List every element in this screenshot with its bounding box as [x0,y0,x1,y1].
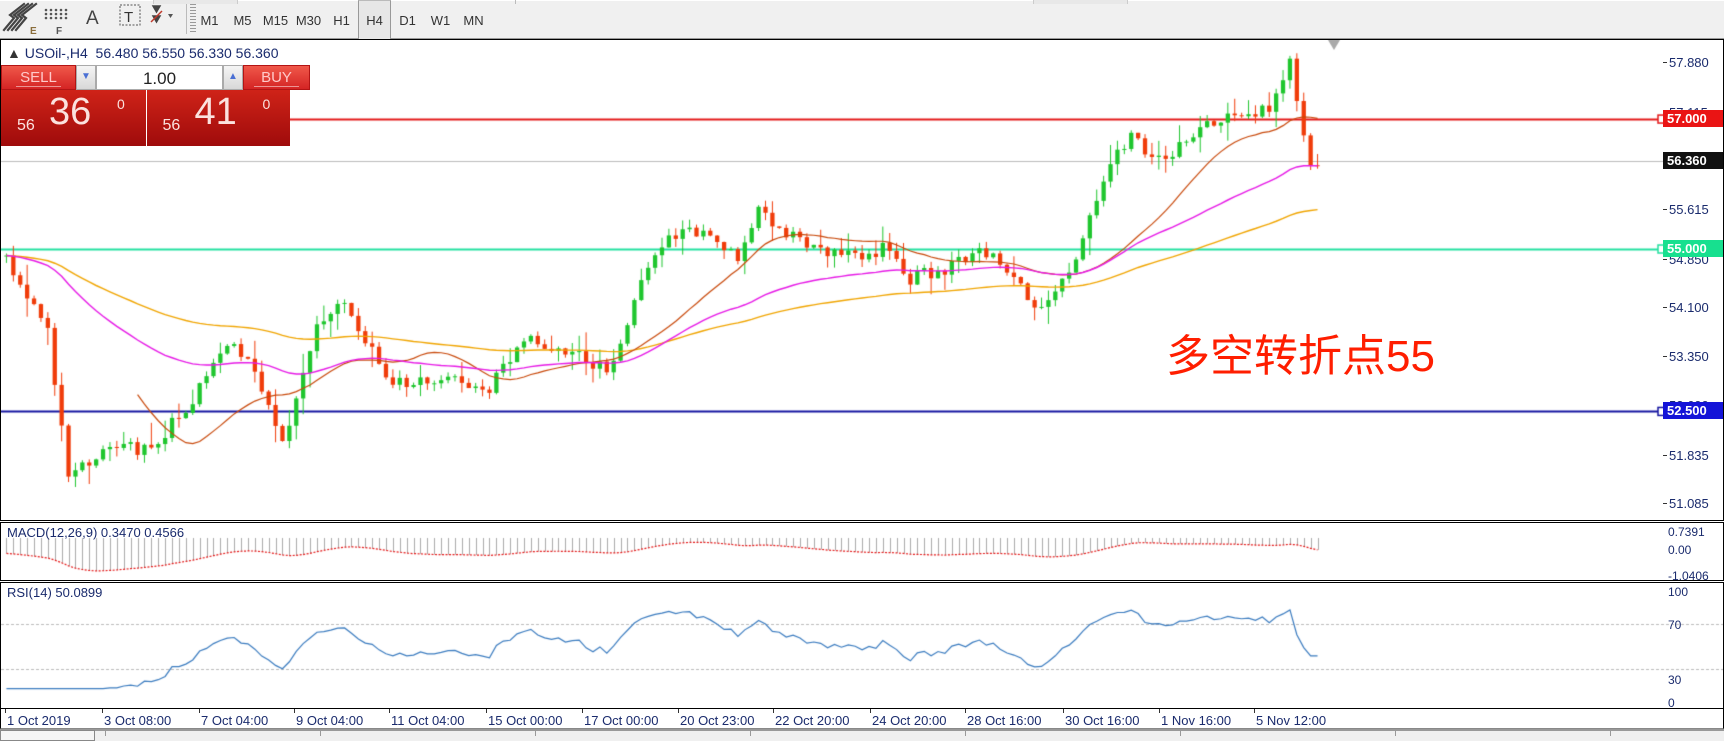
svg-text:E: E [30,26,37,37]
svg-text:F: F [56,26,62,37]
svg-text:A: A [86,8,99,29]
svg-text:T: T [124,9,133,26]
